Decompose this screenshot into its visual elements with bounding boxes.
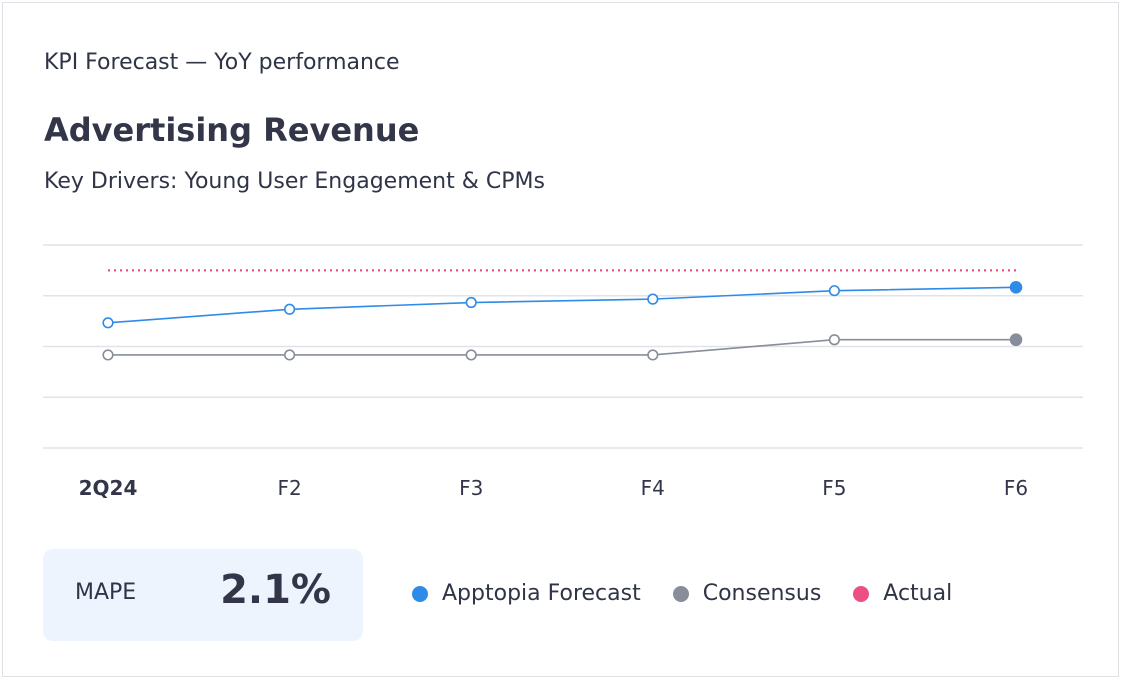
- data-point-apptopia-forecast: [465, 296, 477, 309]
- x-tick-label: F5: [822, 476, 846, 500]
- card-title: Advertising Revenue: [44, 111, 420, 149]
- legend-dot-consensus: [672, 585, 689, 602]
- legend-dot-forecast: [412, 585, 428, 602]
- legend-dot-actual: [853, 585, 870, 602]
- card-subtitle: Key Drivers: Young User Engagement & CPM…: [44, 169, 545, 194]
- data-point-apptopia-forecast: [284, 303, 296, 315]
- x-tick-label: F6: [1004, 476, 1028, 500]
- legend-item-consensus: Consensus: [672, 581, 822, 606]
- mape-value: 2.1%: [220, 567, 331, 613]
- x-tick-label: 2Q24: [79, 476, 138, 500]
- x-tick-label: F3: [459, 476, 483, 500]
- chart-legend: Apptopia Forecast Consensus Actual: [412, 581, 984, 606]
- mape-box: MAPE 2.1%: [43, 549, 363, 641]
- data-point-consensus: [284, 349, 296, 361]
- x-tick-label: F4: [641, 476, 665, 500]
- legend-item-actual: Actual: [853, 581, 952, 606]
- mape-label: MAPE: [75, 580, 137, 605]
- legend-label-actual: Actual: [883, 581, 953, 606]
- legend-label-consensus: Consensus: [702, 581, 822, 606]
- series-line-consensus: [108, 338, 1016, 356]
- data-point-consensus: [828, 334, 841, 346]
- legend-label-forecast: Apptopia Forecast: [442, 581, 641, 606]
- legend-item-forecast: Apptopia Forecast: [412, 581, 641, 606]
- data-point-consensus: [1009, 333, 1023, 347]
- data-point-consensus: [102, 349, 114, 361]
- data-point-consensus: [647, 349, 659, 361]
- data-point-apptopia-forecast: [102, 317, 114, 329]
- line-chart: 2Q24 F2 F3 F4 F5 F6: [43, 244, 1083, 500]
- card-eyebrow: KPI Forecast — YoY performance: [44, 50, 400, 75]
- data-point-consensus: [465, 349, 477, 361]
- data-point-apptopia-forecast: [1009, 280, 1023, 294]
- x-tick-label: F2: [277, 476, 301, 500]
- series-line-apptopia-forecast: [107, 286, 1017, 324]
- data-point-apptopia-forecast: [828, 285, 841, 297]
- data-point-apptopia-forecast: [647, 293, 659, 305]
